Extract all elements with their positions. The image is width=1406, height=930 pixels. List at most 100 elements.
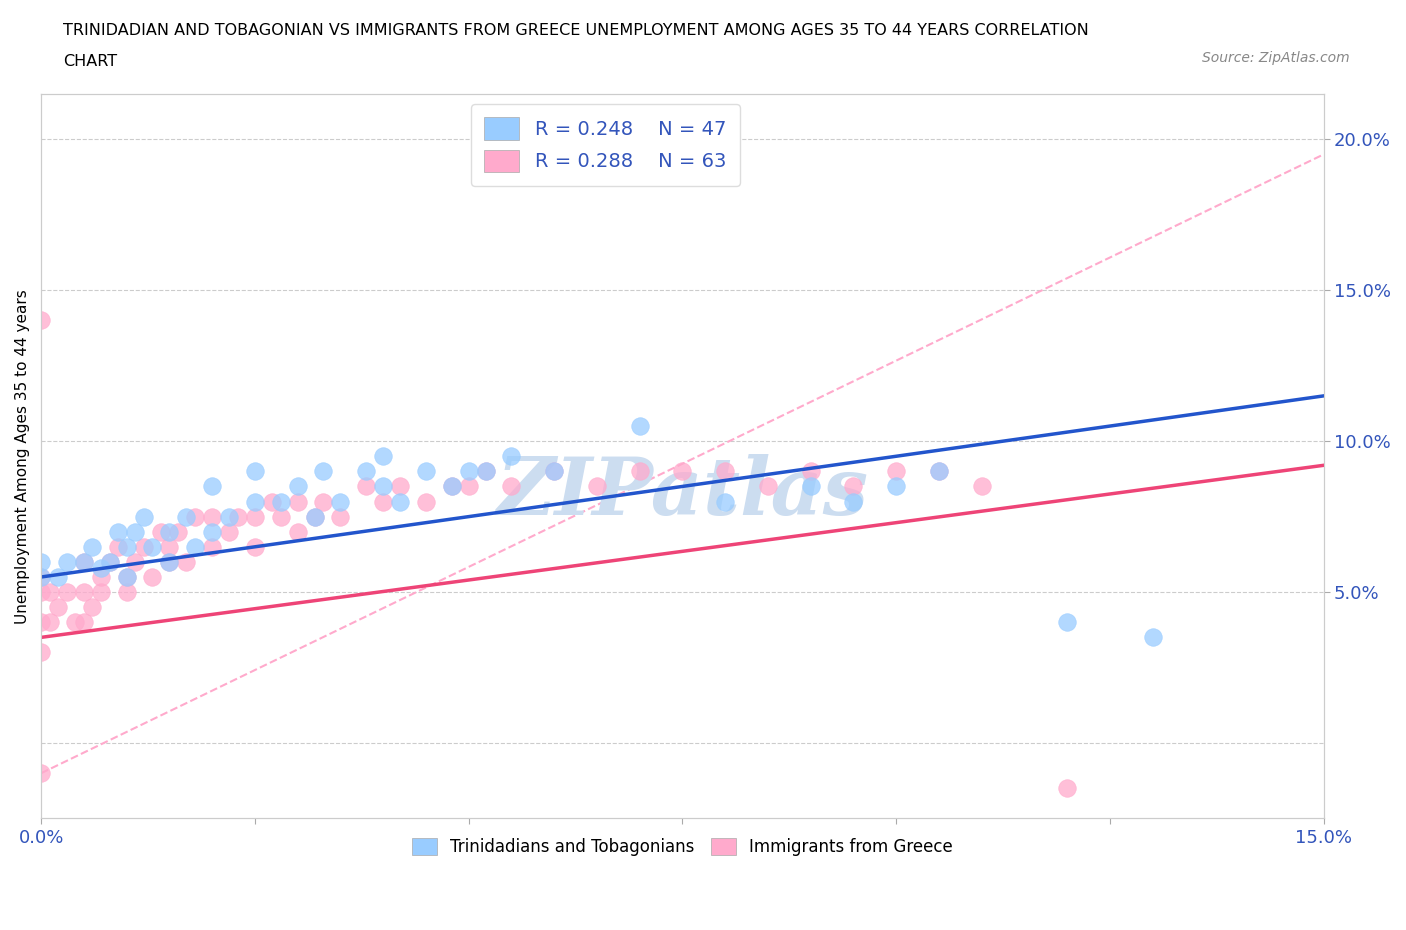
Point — [157, 554, 180, 569]
Point — [371, 449, 394, 464]
Point — [354, 479, 377, 494]
Point — [30, 645, 52, 660]
Point — [800, 464, 823, 479]
Text: ZIPatlas: ZIPatlas — [496, 454, 869, 531]
Point — [312, 464, 335, 479]
Point — [157, 525, 180, 539]
Point — [38, 615, 60, 630]
Point — [30, 569, 52, 584]
Point — [800, 479, 823, 494]
Point — [415, 464, 437, 479]
Point — [65, 615, 87, 630]
Point — [82, 539, 104, 554]
Point — [107, 525, 129, 539]
Point — [115, 569, 138, 584]
Point — [586, 479, 609, 494]
Point — [30, 313, 52, 328]
Point — [30, 585, 52, 600]
Point — [270, 510, 292, 525]
Point — [714, 494, 737, 509]
Point — [884, 464, 907, 479]
Point — [46, 600, 69, 615]
Point — [98, 554, 121, 569]
Point — [756, 479, 779, 494]
Point — [201, 510, 224, 525]
Point — [312, 494, 335, 509]
Point — [98, 554, 121, 569]
Point — [842, 479, 865, 494]
Text: TRINIDADIAN AND TOBAGONIAN VS IMMIGRANTS FROM GREECE UNEMPLOYMENT AMONG AGES 35 : TRINIDADIAN AND TOBAGONIAN VS IMMIGRANTS… — [63, 23, 1090, 38]
Point — [501, 479, 523, 494]
Point — [167, 525, 190, 539]
Point — [176, 510, 198, 525]
Point — [38, 585, 60, 600]
Point — [226, 510, 249, 525]
Point — [201, 539, 224, 554]
Point — [30, 554, 52, 569]
Point — [243, 510, 266, 525]
Point — [55, 585, 77, 600]
Point — [970, 479, 993, 494]
Point — [501, 449, 523, 464]
Point — [30, 569, 52, 584]
Point — [73, 554, 96, 569]
Point — [132, 539, 155, 554]
Point — [884, 479, 907, 494]
Point — [243, 464, 266, 479]
Point — [260, 494, 283, 509]
Point — [440, 479, 463, 494]
Point — [73, 554, 96, 569]
Point — [543, 464, 565, 479]
Point — [1056, 781, 1078, 796]
Point — [115, 539, 138, 554]
Point — [586, 162, 609, 177]
Point — [415, 494, 437, 509]
Point — [928, 464, 950, 479]
Point — [30, 765, 52, 780]
Point — [304, 510, 326, 525]
Point — [287, 479, 309, 494]
Point — [115, 569, 138, 584]
Text: CHART: CHART — [63, 54, 117, 69]
Point — [157, 539, 180, 554]
Point — [371, 494, 394, 509]
Point — [354, 464, 377, 479]
Point — [389, 494, 412, 509]
Text: Source: ZipAtlas.com: Source: ZipAtlas.com — [1202, 51, 1350, 65]
Point — [671, 464, 693, 479]
Point — [329, 494, 352, 509]
Point — [201, 479, 224, 494]
Point — [201, 525, 224, 539]
Point — [90, 569, 112, 584]
Point — [90, 561, 112, 576]
Point — [184, 510, 207, 525]
Point — [132, 510, 155, 525]
Point — [628, 418, 651, 433]
Point — [82, 600, 104, 615]
Point — [243, 539, 266, 554]
Point — [46, 569, 69, 584]
Point — [149, 525, 172, 539]
Point — [218, 510, 240, 525]
Point — [842, 494, 865, 509]
Point — [55, 554, 77, 569]
Point — [389, 479, 412, 494]
Point — [457, 479, 479, 494]
Point — [474, 464, 496, 479]
Point — [287, 525, 309, 539]
Point — [287, 494, 309, 509]
Point — [714, 464, 737, 479]
Point — [124, 554, 146, 569]
Point — [474, 464, 496, 479]
Point — [543, 464, 565, 479]
Point — [141, 569, 163, 584]
Point — [30, 615, 52, 630]
Point — [304, 510, 326, 525]
Point — [141, 539, 163, 554]
Point — [628, 464, 651, 479]
Point — [218, 525, 240, 539]
Point — [157, 554, 180, 569]
Point — [176, 554, 198, 569]
Point — [243, 494, 266, 509]
Point — [1056, 615, 1078, 630]
